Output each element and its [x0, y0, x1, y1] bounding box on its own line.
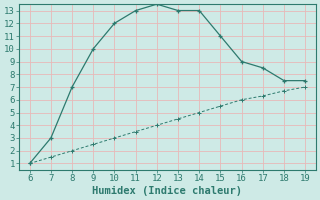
X-axis label: Humidex (Indice chaleur): Humidex (Indice chaleur) — [92, 186, 243, 196]
